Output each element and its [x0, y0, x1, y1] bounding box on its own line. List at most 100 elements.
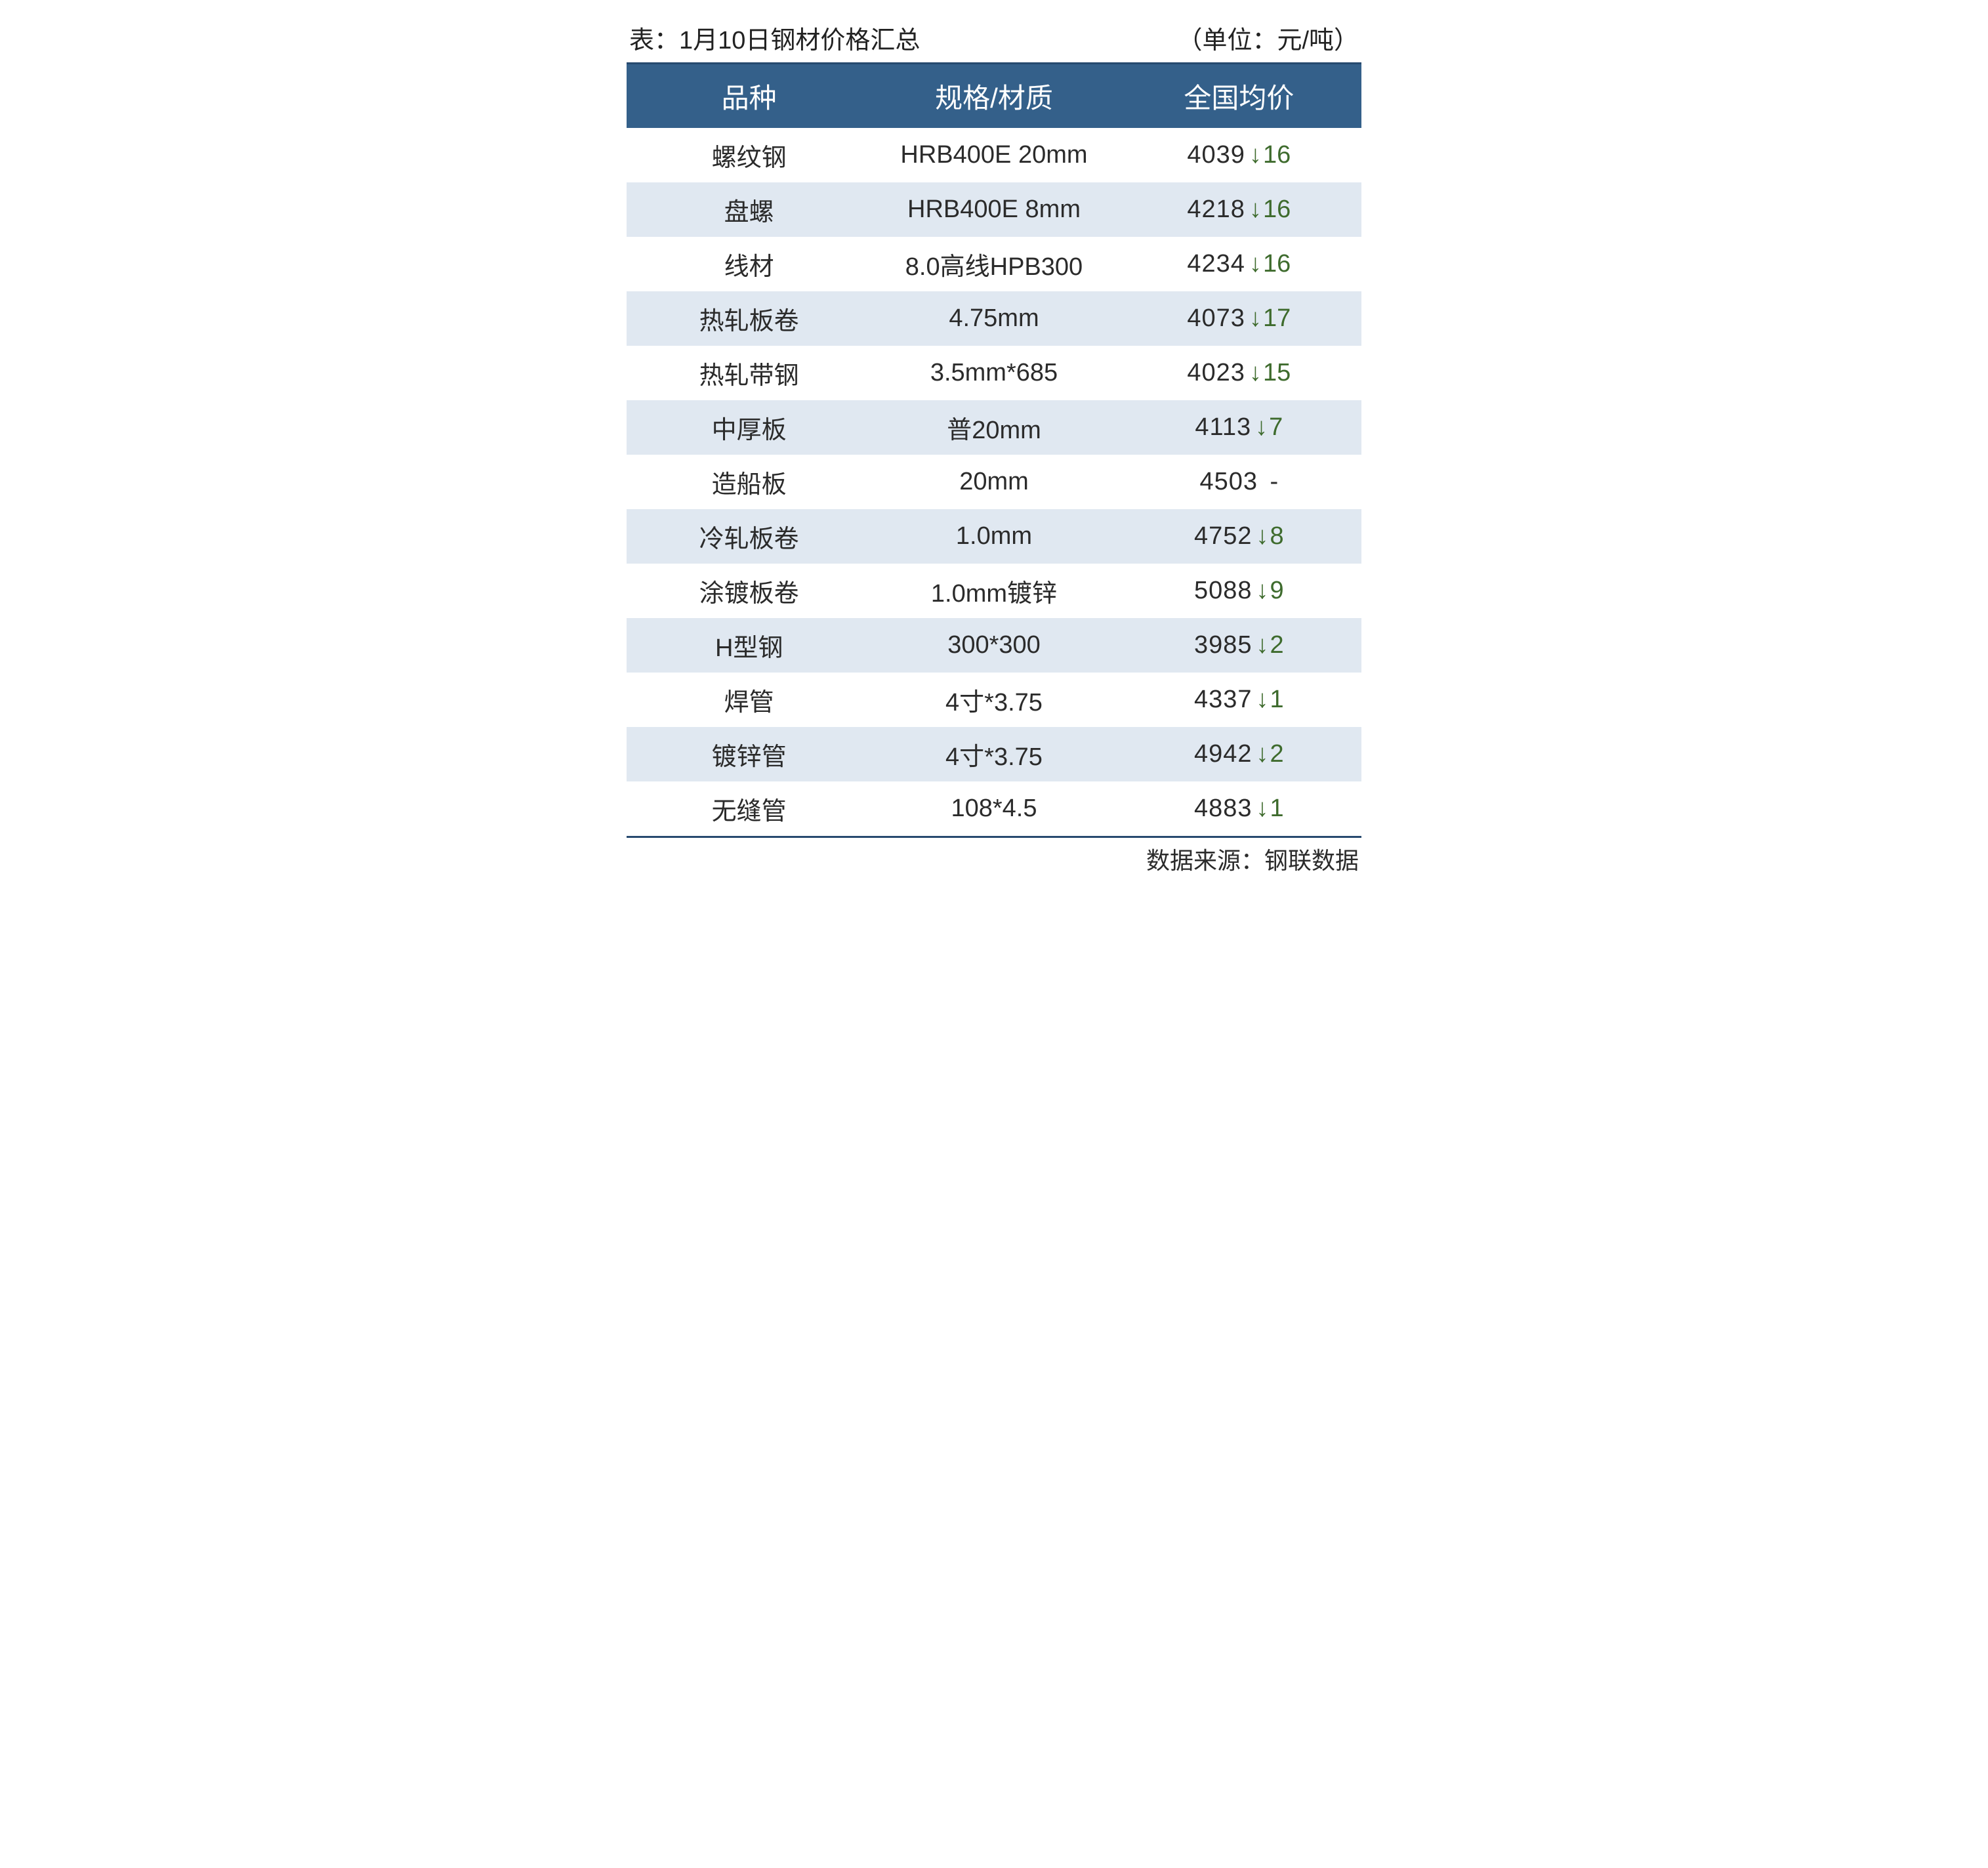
price-delta: - [1270, 468, 1279, 495]
cell-spec: 300*300 [871, 618, 1116, 673]
cell-price: 4023↓15 [1117, 346, 1361, 400]
arrow-down-icon: ↓ [1255, 413, 1268, 441]
table-title: 表：1月10日钢材价格汇总 [629, 20, 920, 56]
price-delta: 8 [1270, 522, 1284, 550]
arrow-down-icon: ↓ [1256, 795, 1269, 822]
steel-price-table-container: 表：1月10日钢材价格汇总 （单位：元/吨） 品种 规格/材质 全国均价 螺纹钢… [627, 20, 1361, 876]
cell-spec: 4寸*3.75 [871, 727, 1116, 781]
cell-product: H型钢 [627, 618, 871, 673]
cell-product: 焊管 [627, 673, 871, 727]
price-value: 4113 [1195, 413, 1251, 441]
arrow-down-icon: ↓ [1249, 196, 1262, 223]
cell-spec: 4.75mm [871, 291, 1116, 346]
cell-product: 线材 [627, 237, 871, 291]
table-row: 线材8.0高线HPB3004234↓16 [627, 237, 1361, 291]
cell-price: 4337↓1 [1117, 673, 1361, 727]
table-body: 螺纹钢HRB400E 20mm4039↓16盘螺HRB400E 8mm4218↓… [627, 128, 1361, 837]
cell-price: 5088↓9 [1117, 564, 1361, 618]
price-delta: 7 [1269, 413, 1283, 441]
arrow-down-icon: ↓ [1256, 631, 1269, 659]
cell-price: 4218↓16 [1117, 182, 1361, 237]
table-row: 冷轧板卷1.0mm4752↓8 [627, 509, 1361, 564]
cell-spec: 3.5mm*685 [871, 346, 1116, 400]
table-row: 焊管4寸*3.754337↓1 [627, 673, 1361, 727]
cell-product: 热轧带钢 [627, 346, 871, 400]
cell-product: 中厚板 [627, 400, 871, 455]
cell-price: 3985↓2 [1117, 618, 1361, 673]
price-value: 4039 [1187, 141, 1245, 169]
price-delta: 9 [1270, 577, 1284, 604]
price-value: 4218 [1187, 196, 1245, 223]
cell-price: 4234↓16 [1117, 237, 1361, 291]
cell-product: 无缝管 [627, 781, 871, 837]
table-row: 造船板20mm4503 - [627, 455, 1361, 509]
cell-price: 4883↓1 [1117, 781, 1361, 837]
table-unit: （单位：元/吨） [1177, 20, 1359, 56]
table-header: 品种 规格/材质 全国均价 [627, 64, 1361, 129]
price-delta: 16 [1263, 141, 1291, 169]
data-source-footer: 数据来源：钢联数据 [627, 838, 1361, 876]
table-row: H型钢300*3003985↓2 [627, 618, 1361, 673]
cell-price: 4503 - [1117, 455, 1361, 509]
price-delta: 17 [1263, 304, 1291, 332]
table-row: 涂镀板卷1.0mm镀锌5088↓9 [627, 564, 1361, 618]
table-row: 镀锌管4寸*3.754942↓2 [627, 727, 1361, 781]
price-delta: 16 [1263, 196, 1291, 223]
price-delta: 2 [1270, 740, 1284, 768]
flat-indicator-icon [1262, 468, 1269, 495]
cell-spec: 1.0mm镀锌 [871, 564, 1116, 618]
table-header-row: 品种 规格/材质 全国均价 [627, 64, 1361, 129]
arrow-down-icon: ↓ [1249, 359, 1262, 386]
cell-product: 螺纹钢 [627, 128, 871, 182]
cell-spec: 4寸*3.75 [871, 673, 1116, 727]
price-delta: 1 [1270, 795, 1284, 822]
price-value: 4073 [1187, 304, 1245, 332]
price-value: 4337 [1194, 686, 1253, 713]
price-value: 4023 [1187, 359, 1245, 386]
price-value: 4234 [1187, 250, 1245, 278]
cell-spec: 108*4.5 [871, 781, 1116, 837]
price-delta: 16 [1263, 250, 1291, 278]
price-value: 4503 [1199, 468, 1258, 495]
table-row: 热轧带钢3.5mm*6854023↓15 [627, 346, 1361, 400]
col-header-spec: 规格/材质 [871, 64, 1116, 129]
table-caption-row: 表：1月10日钢材价格汇总 （单位：元/吨） [627, 20, 1361, 62]
arrow-down-icon: ↓ [1249, 141, 1262, 169]
cell-spec: HRB400E 20mm [871, 128, 1116, 182]
cell-product: 盘螺 [627, 182, 871, 237]
table-row: 中厚板普20mm4113↓7 [627, 400, 1361, 455]
cell-spec: 1.0mm [871, 509, 1116, 564]
table-row: 热轧板卷4.75mm4073↓17 [627, 291, 1361, 346]
cell-price: 4942↓2 [1117, 727, 1361, 781]
cell-product: 镀锌管 [627, 727, 871, 781]
table-row: 无缝管108*4.54883↓1 [627, 781, 1361, 837]
arrow-down-icon: ↓ [1256, 577, 1269, 604]
price-delta: 15 [1263, 359, 1291, 386]
arrow-down-icon: ↓ [1249, 304, 1262, 332]
cell-price: 4752↓8 [1117, 509, 1361, 564]
price-value: 3985 [1194, 631, 1253, 659]
cell-spec: 8.0高线HPB300 [871, 237, 1116, 291]
price-value: 5088 [1194, 577, 1253, 604]
col-header-product: 品种 [627, 64, 871, 129]
cell-product: 造船板 [627, 455, 871, 509]
price-value: 4942 [1194, 740, 1253, 768]
cell-price: 4073↓17 [1117, 291, 1361, 346]
arrow-down-icon: ↓ [1256, 522, 1269, 550]
table-row: 盘螺HRB400E 8mm4218↓16 [627, 182, 1361, 237]
cell-product: 热轧板卷 [627, 291, 871, 346]
arrow-down-icon: ↓ [1249, 250, 1262, 278]
price-value: 4752 [1194, 522, 1253, 550]
cell-spec: 普20mm [871, 400, 1116, 455]
price-delta: 1 [1270, 686, 1284, 713]
steel-price-table: 品种 规格/材质 全国均价 螺纹钢HRB400E 20mm4039↓16盘螺HR… [627, 62, 1361, 838]
cell-spec: HRB400E 8mm [871, 182, 1116, 237]
cell-product: 涂镀板卷 [627, 564, 871, 618]
cell-price: 4113↓7 [1117, 400, 1361, 455]
cell-product: 冷轧板卷 [627, 509, 871, 564]
table-row: 螺纹钢HRB400E 20mm4039↓16 [627, 128, 1361, 182]
price-delta: 2 [1270, 631, 1284, 659]
arrow-down-icon: ↓ [1256, 686, 1269, 713]
cell-price: 4039↓16 [1117, 128, 1361, 182]
col-header-price: 全国均价 [1117, 64, 1361, 129]
